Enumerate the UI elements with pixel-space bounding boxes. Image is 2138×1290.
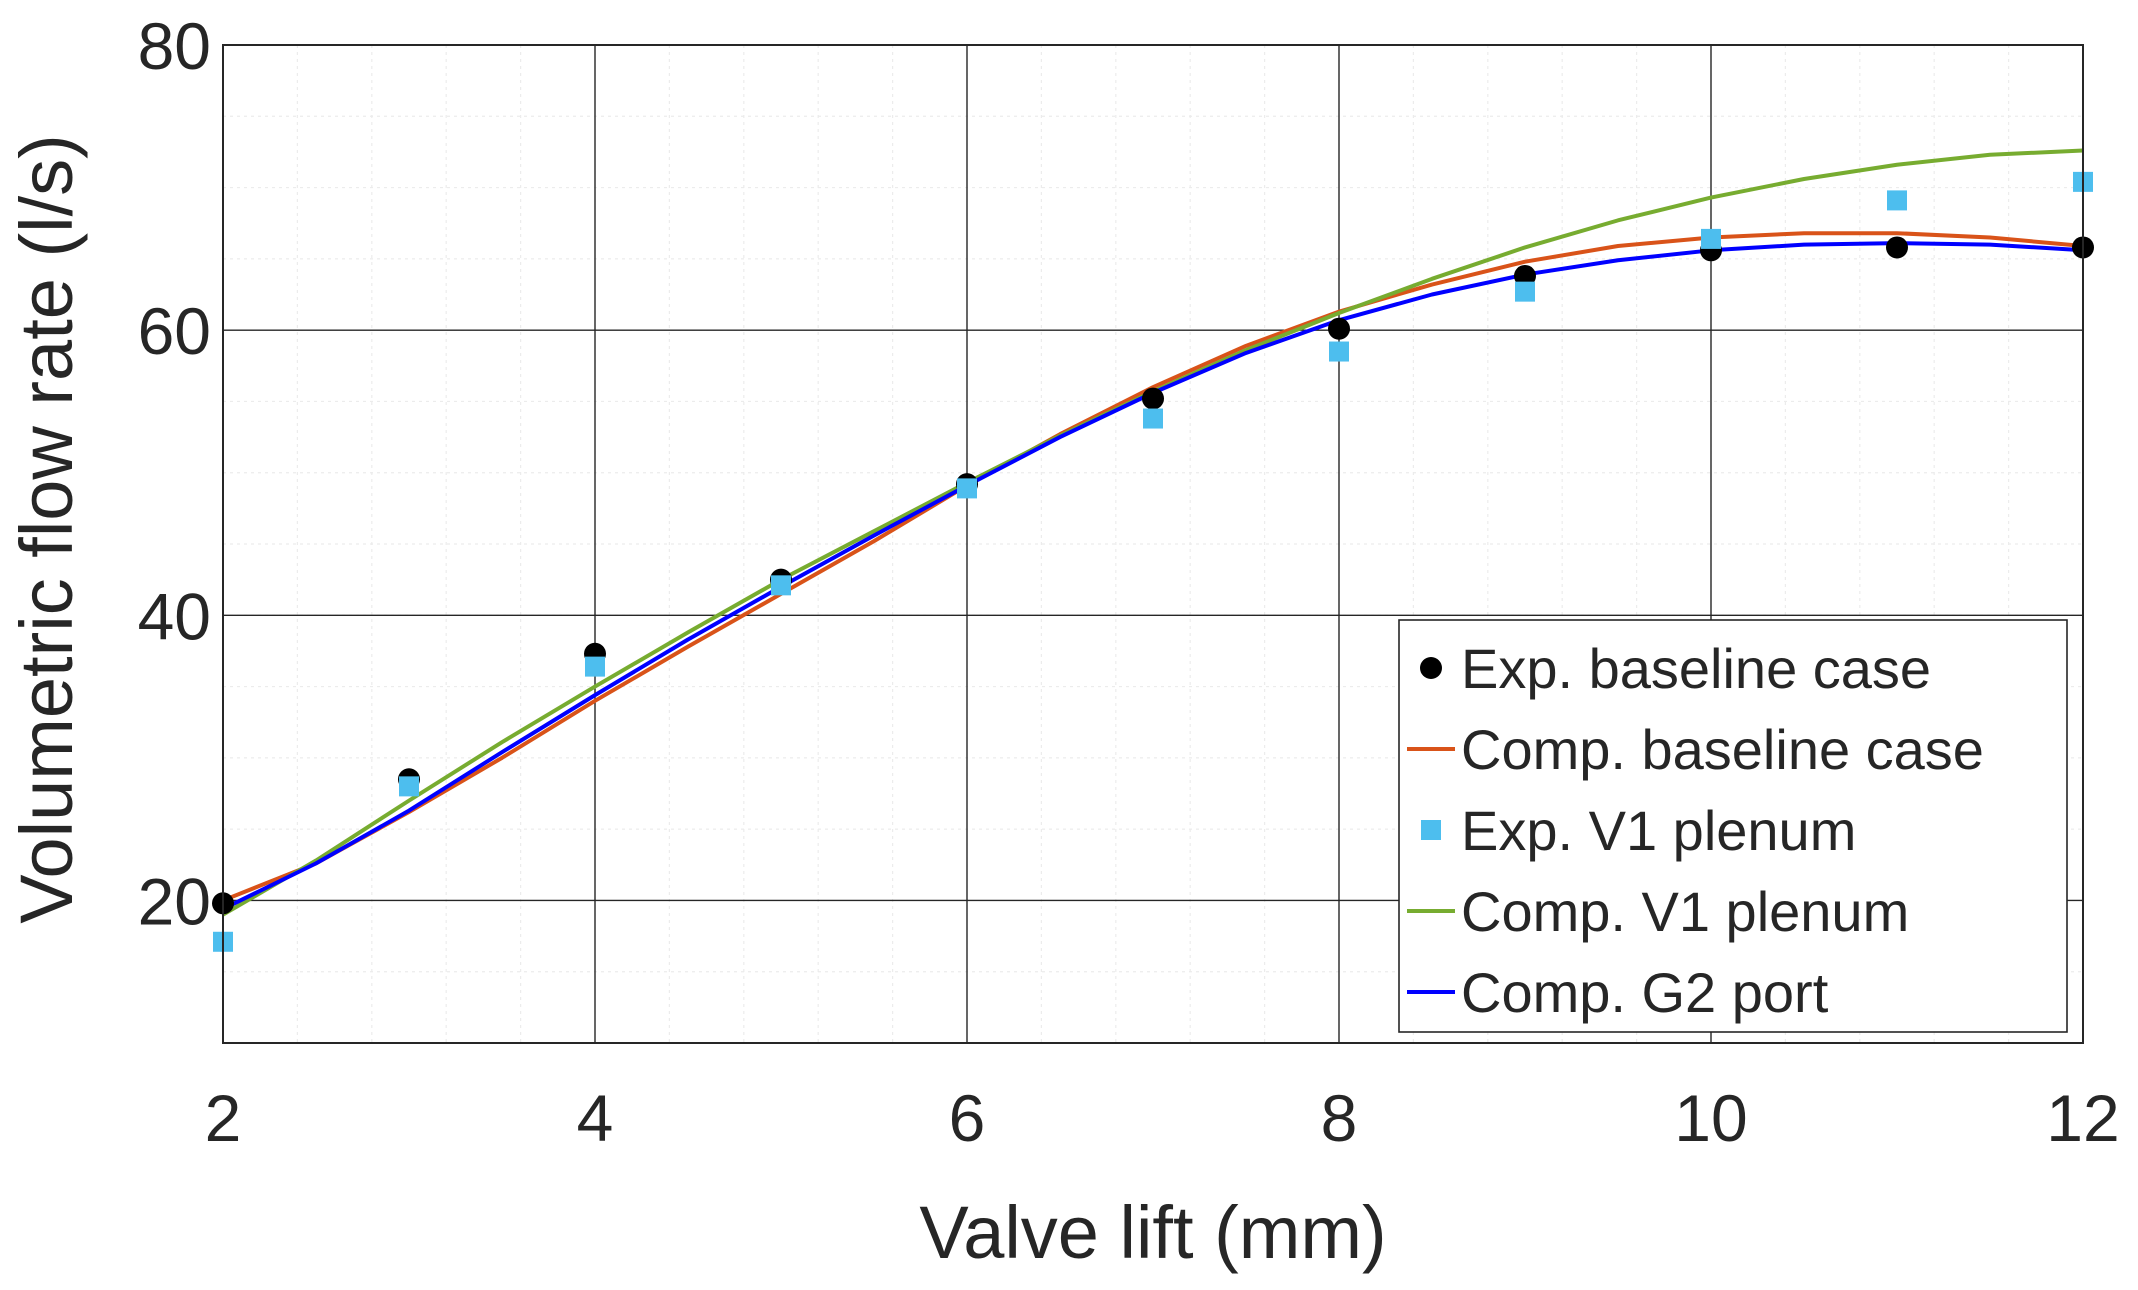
y-axis-title: Volumetric flow rate (l/s) (5, 134, 88, 924)
legend-label: Comp. G2 port (1461, 961, 1829, 1024)
data-point-exp-baseline-case (1328, 317, 1350, 340)
legend-swatch-exp-v1-plenum (1421, 820, 1441, 840)
data-point-exp-baseline-case (1142, 387, 1164, 410)
legend-label: Comp. baseline case (1461, 718, 1984, 781)
series-line-comp-baseline-case (222, 231, 2084, 903)
data-point-exp-v1-plenum (399, 776, 419, 797)
data-point-exp-v1-plenum (957, 478, 977, 499)
x-tick-label: 6 (949, 1081, 986, 1155)
data-point-exp-v1-plenum (1515, 281, 1535, 302)
data-point-exp-v1-plenum (1701, 228, 1721, 249)
legend-label: Exp. V1 plenum (1461, 799, 1856, 862)
data-point-exp-v1-plenum (1143, 408, 1163, 429)
legend-label: Exp. baseline case (1461, 637, 1931, 700)
legend-swatch-exp-baseline-case (1420, 657, 1442, 679)
x-tick-label: 10 (1674, 1081, 1747, 1155)
x-axis-title: Valve lift (mm) (919, 1191, 1386, 1274)
data-point-exp-v1-plenum (585, 656, 605, 677)
data-point-exp-baseline-case (1886, 236, 1908, 259)
y-tick-label: 20 (138, 864, 211, 938)
legend: Exp. baseline case Comp. baseline case Exp… (1398, 619, 2068, 1033)
legend-box (1398, 619, 2068, 1033)
data-point-exp-v1-plenum (771, 575, 791, 596)
data-point-exp-v1-plenum (1887, 190, 1907, 211)
y-tick-label: 60 (138, 294, 211, 368)
y-tick-label: 80 (138, 9, 211, 83)
y-axis-ticks: 20 40 60 80 (138, 9, 211, 938)
x-tick-label: 4 (577, 1081, 614, 1155)
data-point-exp-baseline-case (1514, 264, 1536, 287)
data-point-exp-v1-plenum (1329, 341, 1349, 362)
legend-label: Comp. V1 plenum (1461, 880, 1909, 943)
y-tick-label: 40 (138, 579, 211, 653)
x-tick-label: 2 (205, 1081, 242, 1155)
x-axis-ticks: 2 4 6 8 10 12 (205, 1081, 2120, 1155)
x-tick-label: 8 (1321, 1081, 1358, 1155)
plot-frame (222, 44, 2084, 1044)
x-tick-label: 12 (2046, 1081, 2119, 1155)
